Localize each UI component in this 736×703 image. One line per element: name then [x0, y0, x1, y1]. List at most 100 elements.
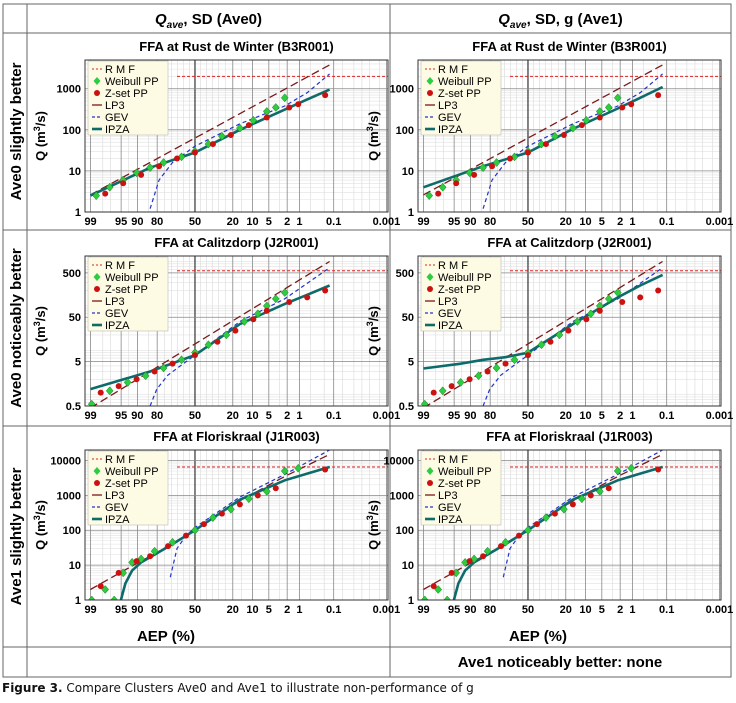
zset-point: [430, 583, 437, 590]
legend-label: GEV: [438, 502, 462, 514]
legend-label: R M F: [105, 454, 135, 466]
legend-label: Weibull PP: [438, 272, 492, 284]
x-tick-label: 80: [484, 604, 496, 616]
zset-point: [619, 299, 626, 306]
column-header-sub: ave: [167, 20, 184, 31]
weibull-point: [280, 288, 289, 297]
zset-point: [596, 307, 603, 314]
zset-point: [587, 492, 594, 499]
weibull-point: [586, 309, 595, 319]
weibull-point: [227, 504, 235, 514]
legend-label: Weibull PP: [438, 76, 492, 88]
zset-point: [236, 501, 243, 508]
chart-title: FFA at Calitzdorp (J2R001): [487, 235, 651, 250]
chart-r0c1: FFA at Rust de Winter (B3R001)99 95 90 80 50…: [365, 39, 733, 228]
y-tick-label: 10000: [50, 455, 81, 467]
x-tick-label: 20: [227, 410, 239, 422]
y-tick-label: 50: [402, 312, 414, 324]
weibull-point: [578, 494, 586, 504]
x-tick-label: 0.1: [659, 216, 674, 228]
zset-point: [524, 352, 531, 359]
zset-point: [480, 553, 487, 560]
weibull-point: [253, 309, 262, 319]
weibull-point: [177, 355, 186, 365]
plot-content: [420, 260, 721, 406]
x-tick-label: 2: [617, 604, 623, 616]
legend-box: [87, 256, 169, 332]
chart-title: FFA at Rust de Winter (B3R001): [472, 39, 666, 54]
zset-point: [619, 104, 626, 111]
x-tick-label: 0.1: [326, 604, 341, 616]
x-tick-label: 95: [448, 216, 460, 228]
zset-point: [133, 558, 140, 565]
zset-point: [191, 352, 198, 359]
x-tick-label: 1: [629, 604, 635, 616]
weibull-point: [87, 399, 96, 406]
weibull-point: [110, 595, 119, 600]
x-tick-label: 90: [131, 216, 143, 228]
x-tick-label: 5: [266, 410, 272, 422]
x-tick-label: 2: [617, 216, 623, 228]
weibull-point: [280, 466, 289, 476]
zset-point: [227, 131, 234, 138]
plot-content: [420, 450, 721, 600]
weibull-point: [613, 93, 622, 103]
zset-point: [565, 327, 572, 334]
zset-point: [489, 163, 496, 170]
legend-swatch-zset: [427, 286, 433, 292]
weibull-point: [555, 330, 564, 340]
y-tick-label: 0.5: [399, 401, 414, 413]
weibull-point: [627, 463, 636, 473]
zset-point: [547, 338, 554, 345]
y-axis-title-sup: 3: [32, 321, 42, 326]
footer-right-text: Ave1 noticeably better: none: [458, 654, 663, 671]
x-tick-label: 99: [417, 216, 429, 228]
x-tick-label: 0.001: [373, 410, 401, 422]
y-axis-title-tail: /s): [366, 306, 381, 321]
zset-point: [151, 368, 158, 375]
zset-point: [191, 149, 198, 156]
x-tick-label: 2: [617, 410, 623, 422]
legend-label: IPZA: [105, 124, 130, 136]
weibull-point: [159, 158, 168, 167]
zset-point: [560, 131, 567, 138]
zset-point: [322, 466, 329, 473]
weibull-point: [492, 363, 501, 373]
xaxis-label-0: AEP (%): [137, 628, 195, 645]
legend-label: IPZA: [438, 124, 463, 136]
weibull-point: [262, 487, 271, 496]
legend-label: LP3: [438, 100, 458, 112]
y-tick-label: 10000: [383, 455, 414, 467]
zset-point: [448, 569, 455, 576]
plot-border: [417, 255, 722, 407]
x-tick-label: 90: [464, 410, 476, 422]
zset-point: [97, 389, 104, 396]
y-axis-title-sup: 3: [365, 126, 375, 131]
weibull-point: [271, 294, 280, 304]
weibull-point: [613, 466, 622, 476]
zset-point: [484, 368, 491, 375]
weibull-point: [542, 513, 550, 523]
chart-r0c0: FFA at Rust de Winter (B3R001)99 95 90 80 50…: [32, 39, 400, 228]
legend-swatch-zset: [427, 90, 433, 96]
zset-point: [165, 543, 172, 550]
x-tick-label: 99: [417, 604, 429, 616]
zset-point: [138, 171, 145, 178]
x-tick-label: 50: [522, 216, 534, 228]
y-tick-label: 500: [63, 268, 81, 280]
weibull-point: [146, 163, 154, 173]
series-lp3: [423, 64, 663, 196]
weibull-point: [483, 546, 492, 556]
table-frame: [2, 3, 732, 678]
y-axis-title-tail: /s): [33, 111, 48, 126]
weibull-point: [150, 546, 159, 556]
legend-swatch-weibull: [426, 467, 434, 475]
row-label-0: Ave0 slightly better: [8, 62, 25, 200]
weibull-point: [560, 504, 568, 514]
series-lp3: [425, 260, 663, 406]
zset-point: [115, 569, 122, 576]
zset-point: [322, 287, 329, 294]
zset-point: [430, 389, 437, 396]
legend-swatch-weibull: [93, 77, 101, 85]
legend-label: LP3: [438, 490, 458, 502]
